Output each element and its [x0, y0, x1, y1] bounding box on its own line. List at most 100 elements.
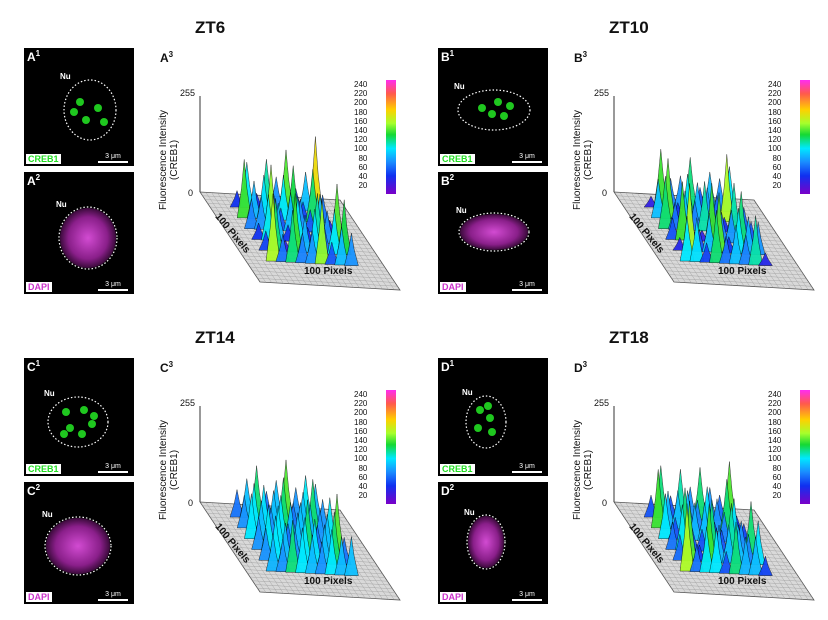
- intensity-peak: [236, 159, 252, 219]
- nucleus-outline: [465, 395, 507, 449]
- colorbar-tick: 60: [772, 472, 782, 482]
- intensity-peak: [709, 527, 724, 573]
- panel-label: D2: [441, 483, 455, 498]
- intensity-peak: [748, 215, 763, 266]
- colorbar-tick: 140: [354, 436, 368, 446]
- colorbar-ticks: 240 220 200 180 160 140 120 100 80 60 40 20: [354, 80, 367, 190]
- chart-panel-label: C3: [160, 360, 174, 375]
- panel-label: B1: [441, 49, 455, 64]
- chart-panel-label: B3: [574, 50, 588, 65]
- x-axis-label: 100 Pixels: [304, 576, 353, 587]
- nucleus-label: Nu: [42, 510, 53, 519]
- panel-label: D1: [441, 359, 455, 374]
- colorbar-tick: 60: [772, 162, 782, 172]
- colorbar-tick: 40: [772, 172, 782, 182]
- x-axis-label: 100 Pixels: [304, 266, 353, 277]
- colorbar-tick: 20: [772, 491, 782, 501]
- colorbar-tick: 240: [768, 80, 782, 89]
- dapi-image: A2 Nu DAPI 3 μm: [24, 172, 134, 294]
- colorbar-tick: 120: [354, 135, 368, 145]
- colorbar: [800, 80, 810, 194]
- intensity-peak: [344, 233, 359, 266]
- colorbar-tick: 220: [354, 89, 368, 99]
- colorbar-tick: 160: [354, 426, 368, 436]
- y-tick-min: 0: [602, 498, 608, 508]
- scale-bar: 3 μm: [512, 153, 542, 163]
- nucleus-outline: [58, 206, 118, 270]
- colorbar-tick: 80: [772, 463, 782, 473]
- colorbar-tick: 20: [358, 181, 368, 191]
- colorbar-tick: 160: [768, 426, 782, 436]
- dapi-image: B2 Nu DAPI 3 μm: [438, 172, 548, 294]
- creb1-label: CREB1: [440, 464, 475, 474]
- colorbar-tick: 220: [768, 399, 782, 409]
- colorbar-tick: 100: [768, 144, 782, 154]
- nucleus-outline: [466, 514, 506, 570]
- nucleus-label: Nu: [462, 388, 473, 397]
- colorbar-tick: 140: [768, 436, 782, 446]
- colorbar-tick: 240: [354, 80, 368, 89]
- nucleus-outline: [63, 79, 117, 141]
- surface-plot: [613, 96, 815, 291]
- scale-bar: 3 μm: [98, 281, 128, 291]
- intensity-peak: [285, 210, 300, 263]
- panel-label: C2: [27, 483, 41, 498]
- scale-bar: 3 μm: [98, 153, 128, 163]
- creb1-label: CREB1: [440, 154, 475, 164]
- scale-bar: 3 μm: [512, 463, 542, 473]
- condition-title: ZT6: [195, 18, 226, 37]
- condition-title: ZT10: [609, 18, 649, 37]
- y-axis-label: Fluorescence Intensity (CREB1): [572, 419, 594, 520]
- y-tick-max: 255: [180, 398, 196, 408]
- colorbar-tick: 100: [354, 454, 368, 464]
- nucleus-label: Nu: [464, 508, 475, 517]
- dapi-label: DAPI: [26, 592, 52, 602]
- colorbar: [386, 390, 396, 504]
- nucleus-outline: [457, 89, 531, 131]
- intensity-peak: [709, 210, 724, 263]
- colorbar: [386, 80, 396, 194]
- surface-plot: [199, 96, 401, 291]
- surface-plot: [199, 406, 401, 601]
- nucleus-label: Nu: [456, 206, 467, 215]
- colorbar-tick: 200: [768, 408, 782, 418]
- colorbar-ticks: 240 220 200 180 160 140 120 100 80 60 40 20: [768, 80, 781, 190]
- y-tick-max: 255: [594, 88, 610, 98]
- colorbar-tick: 180: [354, 417, 368, 427]
- intensity-peak: [758, 556, 773, 576]
- dapi-label: DAPI: [440, 592, 466, 602]
- y-tick-min: 0: [188, 188, 194, 198]
- intensity-peak: [748, 536, 763, 576]
- quadrant-zt6: ZT6 A1 Nu CREB1 3 μm A2 Nu DAPI 3 μm A3 Fluorescen…: [0, 0, 414, 310]
- x-axis-label: 100 Pixels: [718, 576, 767, 587]
- colorbar-tick: 80: [772, 153, 782, 163]
- colorbar-tick: 240: [354, 390, 368, 399]
- colorbar-tick: 80: [358, 463, 368, 473]
- colorbar-tick: 140: [354, 126, 368, 136]
- y-tick-max: 255: [180, 88, 196, 98]
- y-axis-label: Fluorescence Intensity (CREB1): [572, 109, 594, 210]
- colorbar-tick: 20: [358, 491, 368, 501]
- nucleus-outline: [44, 516, 112, 576]
- colorbar-tick: 40: [772, 482, 782, 492]
- colorbar-ticks: 240 220 200 180 160 140 120 100 80 60 40 20: [354, 390, 367, 500]
- intensity-peak: [314, 198, 330, 265]
- nucleus-label: Nu: [44, 389, 55, 398]
- creb1-image: A1 Nu CREB1 3 μm: [24, 48, 134, 166]
- intensity-peak: [344, 536, 359, 576]
- x-axis-label: 100 Pixels: [718, 266, 767, 277]
- scale-bar: 3 μm: [512, 281, 542, 291]
- intensity-peak: [679, 503, 695, 572]
- colorbar: [800, 390, 810, 504]
- condition-title: ZT18: [609, 328, 649, 347]
- creb1-image: C1 Nu CREB1 3 μm: [24, 358, 134, 476]
- colorbar-tick: 180: [354, 107, 368, 117]
- colorbar-tick: 20: [772, 181, 782, 191]
- scale-bar: 3 μm: [98, 463, 128, 473]
- dapi-label: DAPI: [440, 282, 466, 292]
- nucleus-outline: [458, 212, 530, 252]
- colorbar-tick: 200: [354, 98, 368, 108]
- colorbar-tick: 140: [768, 126, 782, 136]
- colorbar-tick: 40: [358, 172, 368, 182]
- colorbar-ticks: 240 220 200 180 160 140 120 100 80 60 40 20: [768, 390, 781, 500]
